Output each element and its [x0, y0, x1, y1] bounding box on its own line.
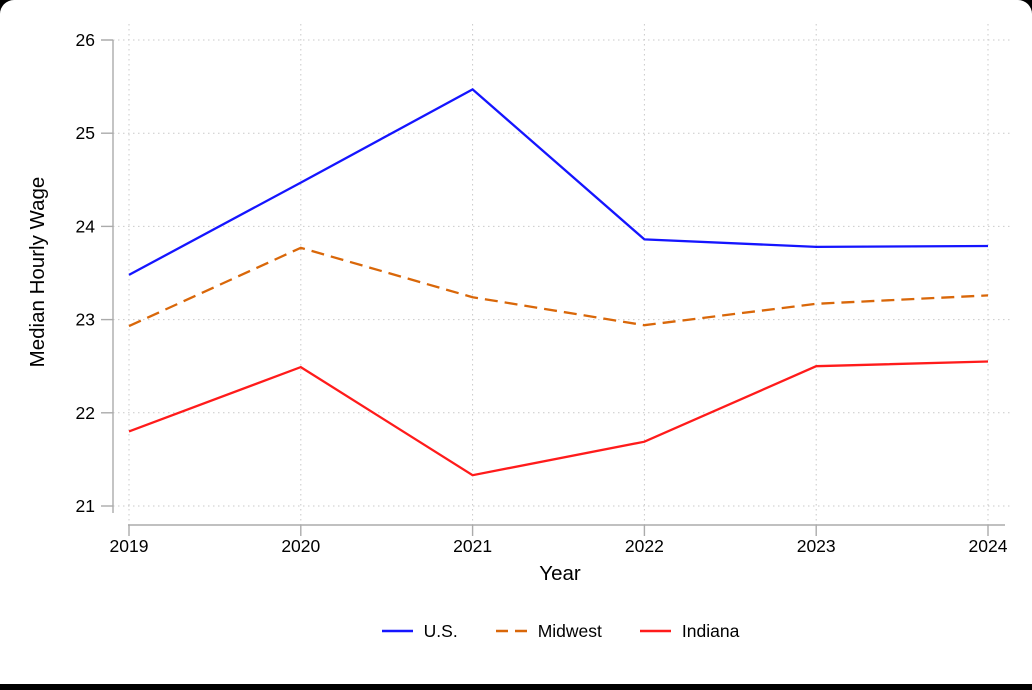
- legend-label: Indiana: [681, 620, 740, 641]
- data-series: [128, 88, 989, 477]
- series-line-midwest: [128, 246, 989, 328]
- legend-item-indiana: Indiana: [639, 620, 740, 642]
- y-tick-label: 24: [76, 216, 96, 236]
- x-tick-label: 2022: [625, 536, 664, 556]
- axis-tick-labels: 21 22 23 24 25 26 2019 2020 2021 2022 2023 2024: [76, 30, 1008, 556]
- y-axis-title: Median Hourly Wage: [26, 177, 49, 368]
- series-line-indiana: [128, 360, 989, 477]
- axis-ticks: [101, 39, 989, 536]
- legend-item-us: U.S.: [381, 620, 458, 642]
- legend-swatch-line: [381, 629, 413, 633]
- legend-swatch-line: [495, 629, 527, 633]
- legend-item-midwest: Midwest: [495, 620, 602, 642]
- gridlines: [113, 24, 1012, 525]
- x-axis-title: Year: [539, 562, 581, 585]
- series-line-us: [128, 88, 989, 276]
- x-tick-label: 2024: [969, 536, 1008, 556]
- legend-label: Midwest: [537, 620, 602, 641]
- y-tick-label: 21: [76, 496, 95, 516]
- y-tick-label: 23: [76, 310, 95, 330]
- bottom-bar: [0, 684, 1032, 690]
- legend-swatch-line: [639, 629, 671, 633]
- x-tick-label: 2023: [797, 536, 836, 556]
- chart-legend: U.S. Midwest Indiana: [113, 617, 1008, 645]
- x-tick-label: 2019: [110, 536, 149, 556]
- x-tick-label: 2020: [281, 536, 320, 556]
- x-tick-label: 2021: [453, 536, 492, 556]
- axes: [112, 40, 1005, 526]
- y-tick-label: 22: [76, 403, 95, 423]
- y-tick-label: 26: [76, 30, 95, 50]
- y-tick-label: 25: [76, 123, 95, 143]
- legend-label: U.S.: [423, 620, 458, 641]
